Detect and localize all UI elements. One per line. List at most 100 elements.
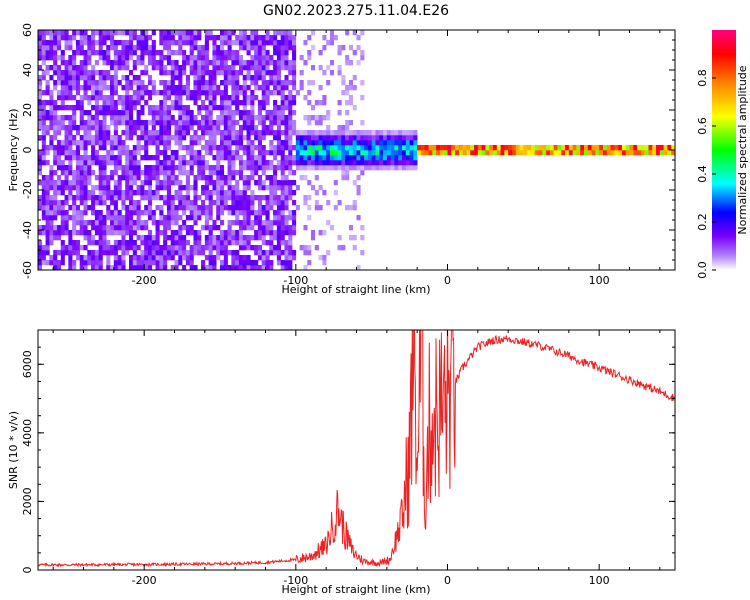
heatmap-cell [197,85,202,91]
heatmap-cell [220,170,225,176]
heatmap-cell [151,215,156,221]
heatmap-cell [345,150,350,156]
heatmap-cell [159,130,164,136]
heatmap-cell [311,45,316,51]
heatmap-cell [53,50,58,56]
heatmap-cell [212,165,217,171]
heatmap-cell [113,240,118,246]
heatmap-cell [189,110,194,116]
heatmap-cell [318,205,323,211]
heatmap-cell [235,110,240,116]
heatmap-cell [117,155,122,161]
heatmap-cell [364,145,369,151]
heatmap-cell [185,80,190,86]
heatmap-cell [428,150,433,156]
heatmap-cell [284,135,289,141]
heatmap-cell [197,215,202,221]
figure-title: GN02.2023.275.11.04.E26 [263,3,449,19]
heatmap-cell [185,120,190,126]
heatmap-cell [238,200,244,206]
heatmap-cell [261,135,266,141]
heatmap-cell [292,155,297,161]
heatmap-cell [273,250,278,256]
heatmap-cell [212,95,217,101]
heatmap-cell [273,40,278,46]
heatmap-cell [72,30,77,36]
heatmap-cell [166,180,172,186]
heatmap-cell [87,220,92,226]
heatmap-cell [208,140,213,146]
heatmap-cell [212,235,217,241]
heatmap-cell [166,235,172,241]
heatmap-cell [56,55,62,61]
heatmap-cell [326,115,331,121]
heatmap-cell [132,210,137,216]
heatmap-cell [193,155,198,161]
heatmap-cell [644,150,649,156]
heatmap-cell [280,110,285,116]
heatmap-cell [292,250,297,256]
heatmap-cell [216,190,221,196]
heatmap-cell [193,175,198,181]
heatmap-cell [117,30,122,36]
heatmap-cell [140,135,145,141]
heatmap-cell [147,215,153,221]
heatmap-cell [60,210,65,216]
heatmap-cell [140,110,145,116]
heatmap-cell [170,135,175,141]
colorbar-ticks: 0.00.20.40.60.8 [696,69,716,279]
heatmap-cell [117,100,122,106]
heatmap-cell [345,100,350,106]
heatmap-cell [91,240,96,246]
heatmap-cell [49,95,54,101]
heatmap-cell [254,265,259,270]
heatmap-cell [178,205,183,211]
heatmap-cell [390,145,395,151]
heatmap-cell [238,45,244,51]
heatmap-cell [223,60,228,66]
heatmap-cell [288,65,293,71]
heatmap-cell [117,60,122,66]
heatmap-cell [242,225,247,231]
heatmap-cell [110,105,115,111]
heatmap-cell [220,110,225,116]
heatmap-cell [201,50,206,56]
heatmap-cell [159,255,164,261]
heatmap-cell [117,230,122,236]
heatmap-cell [41,120,46,126]
heatmap-cell [125,45,130,51]
heatmap-cell [129,130,134,136]
heatmap-cell [64,180,69,186]
heatmap-cell [246,75,251,81]
heatmap-cell [79,50,84,56]
heatmap-cell [72,260,77,266]
heatmap-cell [64,30,69,36]
heatmap-cell [147,210,153,216]
heatmap-cell [261,240,266,246]
heatmap-cell [231,255,236,261]
heatmap-cell [280,85,285,91]
heatmap-cell [322,45,327,51]
heatmap-cell [49,200,54,206]
heatmap-cell [288,180,293,186]
heatmap-cell [394,135,399,141]
heatmap-cell [235,105,240,111]
heatmap-cell [314,205,319,211]
heatmap-cell [257,140,263,146]
heatmap-cell [117,255,122,261]
heatmap-cell [671,145,675,151]
heatmap-cell [144,30,149,36]
heatmap-cell [147,155,153,161]
heatmap-cell [121,255,126,261]
heatmap-cell [220,80,225,86]
heatmap-cell [318,100,323,106]
heatmap-cell [147,260,153,266]
heatmap-cell [121,205,126,211]
heatmap-cell [102,195,107,201]
heatmap-cell [288,235,293,241]
heatmap-cell [273,70,278,76]
heatmap-cell [276,200,281,206]
heatmap-cell [197,210,202,216]
heatmap-cell [163,260,168,266]
heatmap-cell [238,245,244,251]
